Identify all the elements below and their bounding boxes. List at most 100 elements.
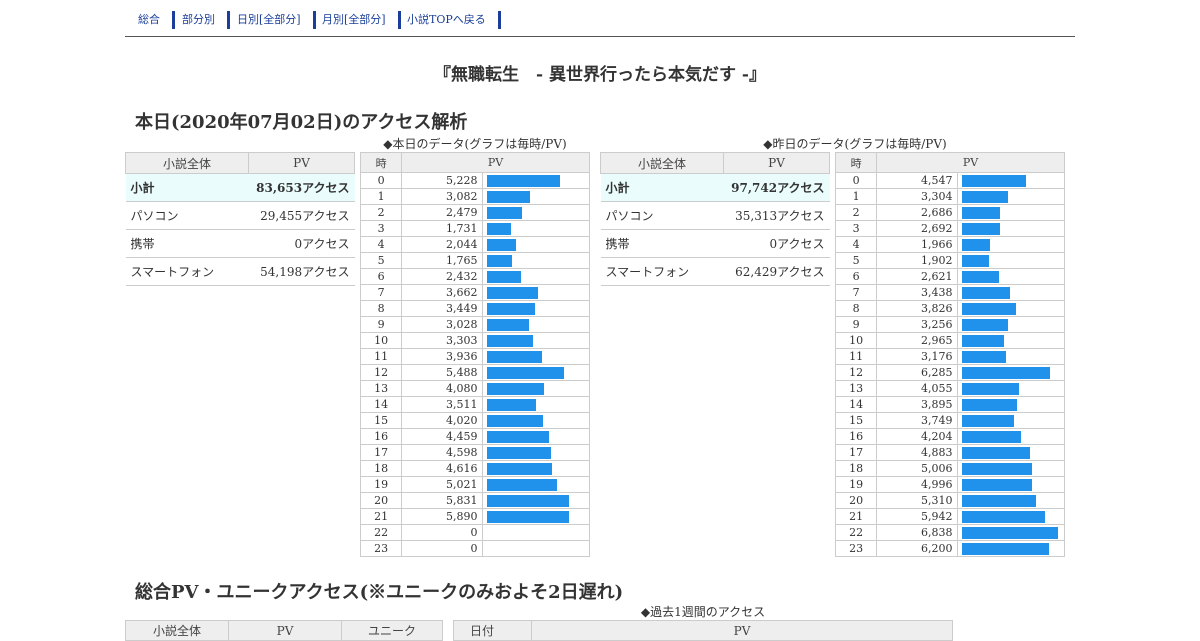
pv-value-label: 4,204	[876, 428, 958, 445]
pv-bar	[486, 318, 529, 331]
hour-label: 9	[359, 316, 403, 333]
pv-bar	[486, 270, 521, 283]
bar-cell	[481, 172, 591, 189]
pv-bar	[486, 238, 516, 251]
summary-label: 携帯	[600, 229, 724, 258]
pv-bar	[486, 174, 560, 187]
pv-bar	[486, 286, 538, 299]
summary-label: 小計	[600, 173, 724, 202]
pv-bar	[961, 462, 1032, 475]
hour-label: 14	[359, 396, 403, 413]
hourly-header-pv: PV	[401, 152, 590, 173]
pv-value-label: 0	[401, 524, 483, 541]
pv-bar	[961, 302, 1016, 315]
pv-value-label: 5,228	[401, 172, 483, 189]
hourly-row: 20 5,831	[359, 492, 591, 509]
pv-bar	[486, 510, 569, 523]
pv-bar	[486, 350, 542, 363]
hourly-row: 23 6,200	[834, 540, 1066, 557]
hour-label: 17	[834, 444, 878, 461]
pv-value-label: 4,996	[876, 476, 958, 493]
pv-value-label: 3,511	[401, 396, 483, 413]
hour-label: 11	[834, 348, 878, 365]
pv-bar	[486, 462, 552, 475]
pv-bar	[961, 478, 1032, 491]
bar-cell	[481, 460, 591, 477]
pv-bar	[961, 366, 1050, 379]
pv-bar	[961, 318, 1008, 331]
bar-cell	[956, 332, 1066, 349]
hour-label: 10	[834, 332, 878, 349]
hourly-row: 11 3,176	[834, 348, 1066, 365]
pv-value-label: 5,488	[401, 364, 483, 381]
summary-label: スマートフォン	[600, 257, 724, 286]
summary-label: スマートフォン	[125, 257, 249, 286]
pv-value-label: 1,966	[876, 236, 958, 253]
hourly-row: 15 3,749	[834, 412, 1066, 429]
hourly-row: 3 1,731	[359, 220, 591, 237]
bar-cell	[956, 316, 1066, 333]
hour-label: 17	[359, 444, 403, 461]
pv-value-label: 5,021	[401, 476, 483, 493]
pv-value-label: 1,731	[401, 220, 483, 237]
hour-label: 8	[834, 300, 878, 317]
pv-bar	[486, 302, 535, 315]
bar-cell	[481, 524, 591, 541]
bar-cell	[956, 476, 1066, 493]
pv-bar	[486, 222, 511, 235]
today-hourly-table: 時 PV 0 5,228 1 3,082 2 2,479 3 1,731 4 2,044 5 1,76…	[359, 152, 591, 557]
bar-cell	[956, 236, 1066, 253]
pv-value-label: 2,965	[876, 332, 958, 349]
pv-value-label: 5,831	[401, 492, 483, 509]
hourly-row: 22 0	[359, 524, 591, 541]
today-section-heading: 本日(2020年07月02日)のアクセス解析	[135, 112, 468, 133]
hour-label: 1	[359, 188, 403, 205]
hour-label: 4	[834, 236, 878, 253]
pv-value-label: 4,080	[401, 380, 483, 397]
bar-cell	[956, 412, 1066, 429]
pv-bar	[961, 254, 989, 267]
hour-label: 7	[359, 284, 403, 301]
novel-title: 『無職転生 - 異世界行ったら本気だす -』	[434, 65, 766, 85]
pv-value-label: 4,598	[401, 444, 483, 461]
pv-bar	[961, 382, 1019, 395]
hour-label: 16	[834, 428, 878, 445]
bar-cell	[481, 204, 591, 221]
hour-label: 22	[834, 524, 878, 541]
hourly-row: 14 3,511	[359, 396, 591, 413]
hour-label: 0	[359, 172, 403, 189]
nav-part-link[interactable]: 部分別	[182, 11, 230, 29]
hour-label: 15	[834, 412, 878, 429]
hour-label: 0	[834, 172, 878, 189]
pv-value-label: 3,895	[876, 396, 958, 413]
pv-bar	[486, 446, 551, 459]
hourly-header-hour: 時	[834, 152, 878, 173]
table-row: 小計 83,653アクセス	[125, 173, 355, 202]
pv-bar	[961, 238, 990, 251]
pv-bar	[486, 206, 522, 219]
hourly-row: 10 2,965	[834, 332, 1066, 349]
bar-cell	[956, 300, 1066, 317]
nav-monthly-link[interactable]: 月別[全部分]	[322, 11, 401, 29]
hourly-row: 19 4,996	[834, 476, 1066, 493]
pv-value-label: 6,838	[876, 524, 958, 541]
nav-daily-link[interactable]: 日別[全部分]	[237, 11, 316, 29]
hourly-row: 6 2,432	[359, 268, 591, 285]
pv-value-label: 5,310	[876, 492, 958, 509]
week-table: 日付 PV	[453, 620, 953, 641]
bar-cell	[956, 188, 1066, 205]
total-header-novel: 小説全体	[125, 620, 229, 641]
pv-value-label: 4,055	[876, 380, 958, 397]
hourly-row: 8 3,449	[359, 300, 591, 317]
hour-label: 5	[359, 252, 403, 269]
pv-bar	[486, 430, 549, 443]
hour-label: 12	[834, 364, 878, 381]
nav-total-link[interactable]: 総合	[138, 11, 175, 29]
top-nav: 総合 部分別 日別[全部分] 月別[全部分] 小説TOPへ戻る	[125, 0, 1075, 37]
nav-novel-top-link[interactable]: 小説TOPへ戻る	[407, 11, 501, 29]
hour-label: 21	[834, 508, 878, 525]
hourly-row: 5 1,765	[359, 252, 591, 269]
summary-value: 29,455アクセス	[248, 201, 355, 230]
hour-label: 23	[359, 540, 403, 557]
bar-cell	[956, 380, 1066, 397]
